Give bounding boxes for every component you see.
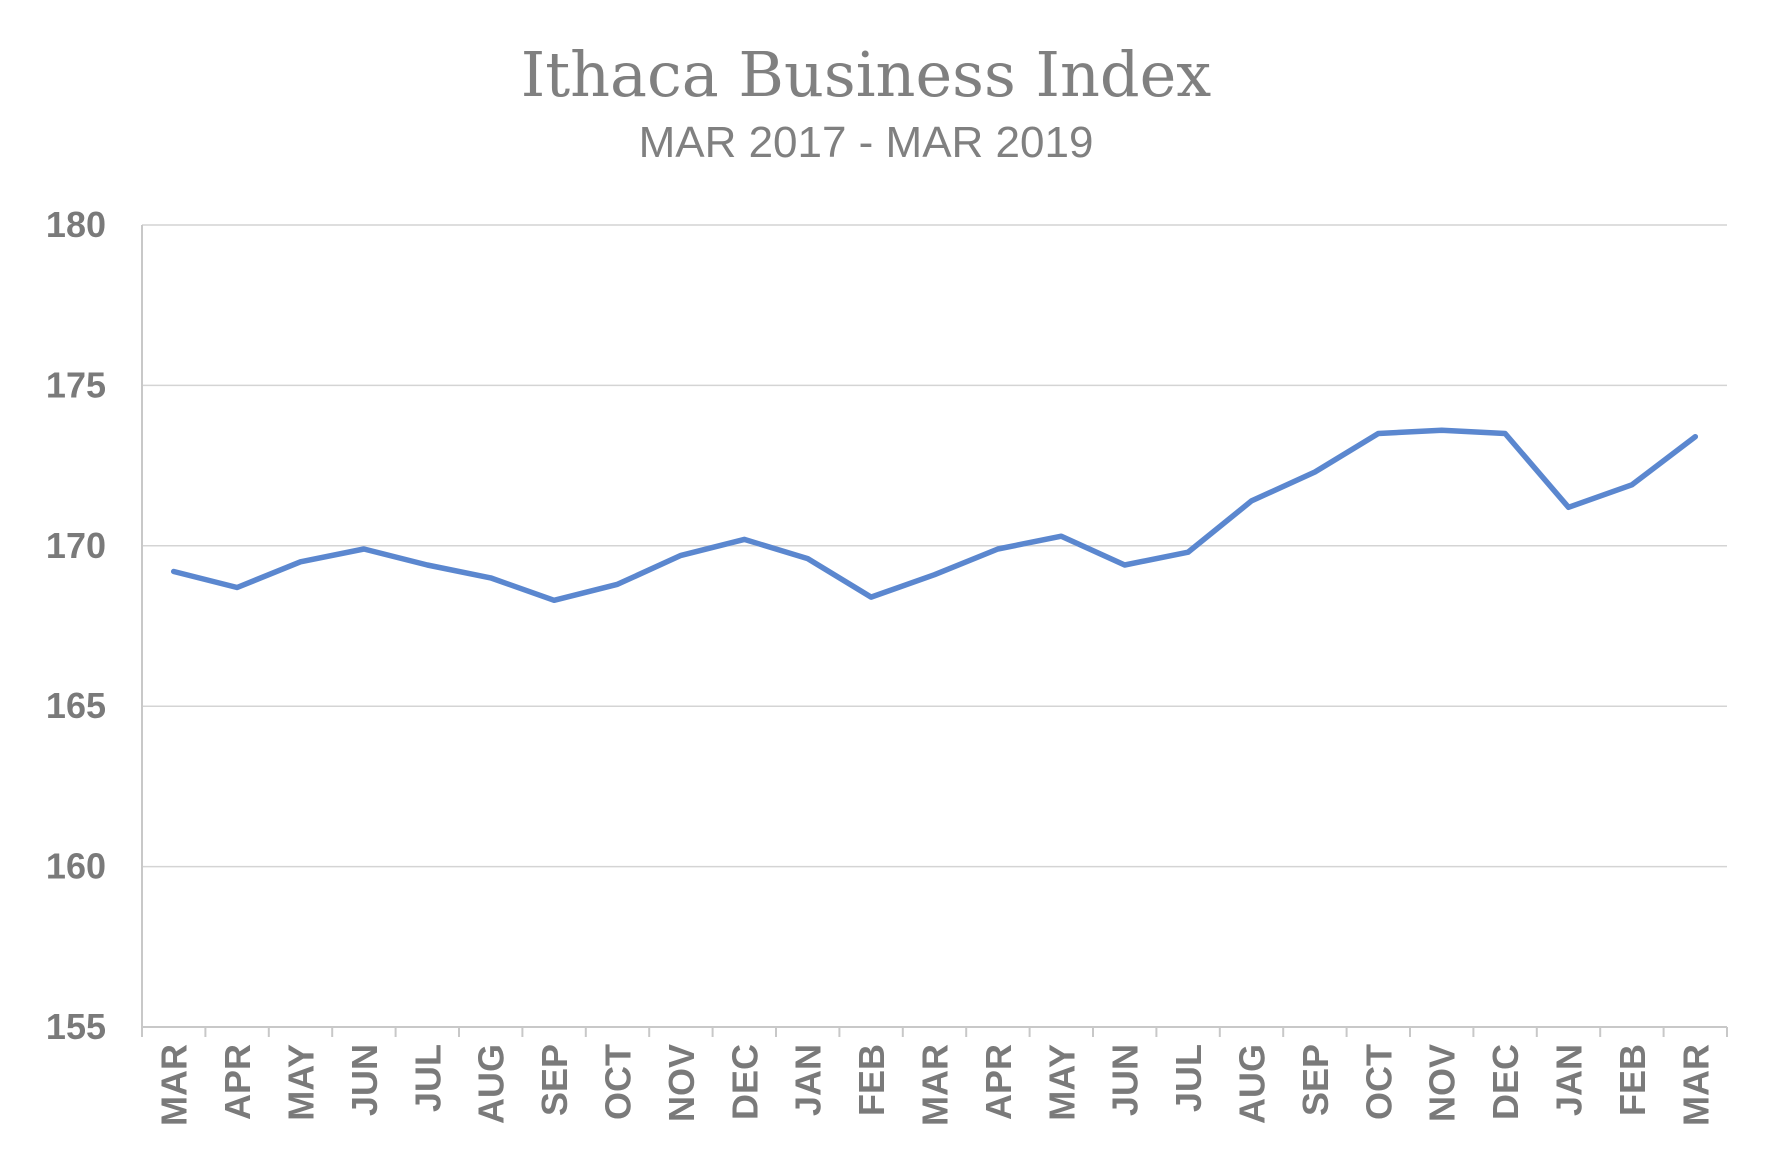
x-tick-label: OCT xyxy=(598,1044,639,1120)
chart-subtitle: MAR 2017 - MAR 2019 xyxy=(639,118,1094,167)
y-tick-label: 155 xyxy=(46,1006,106,1047)
series-lines xyxy=(170,427,1699,604)
x-tick-label: JUN xyxy=(1105,1044,1146,1116)
x-tick-label: DEC xyxy=(1485,1044,1526,1120)
x-tick-label: MAY xyxy=(281,1044,322,1121)
x-tick-label: SEP xyxy=(534,1044,575,1116)
y-tick-label: 160 xyxy=(46,846,106,887)
x-tick-label: APR xyxy=(978,1044,1019,1120)
x-tick-label: NOV xyxy=(1422,1044,1463,1122)
x-tick-label: JAN xyxy=(788,1044,829,1116)
series-line-0 xyxy=(170,427,1699,604)
x-tick-label: MAR xyxy=(915,1044,956,1126)
x-tick-label: JUL xyxy=(1168,1044,1209,1112)
x-tick-label: NOV xyxy=(661,1044,702,1122)
x-tick-label: FEB xyxy=(1612,1044,1653,1116)
x-tick-label: MAR xyxy=(154,1044,195,1126)
gridlines xyxy=(142,224,1727,868)
x-tick-label: AUG xyxy=(471,1044,512,1124)
y-tick-label: 175 xyxy=(46,364,106,405)
x-tick-label: MAR xyxy=(1675,1044,1716,1126)
y-axis-tick-labels: 155 160 165 170 175 180 xyxy=(46,204,106,1047)
x-tick-label: DEC xyxy=(724,1044,765,1120)
y-tick-label: 180 xyxy=(46,204,106,245)
x-tick-label: JUN xyxy=(344,1044,385,1116)
x-tick-label: FEB xyxy=(851,1044,892,1116)
x-tick-label: JAN xyxy=(1549,1044,1590,1116)
x-tick-label: OCT xyxy=(1358,1044,1399,1120)
chart-title: Ithaca Business Index xyxy=(521,38,1212,111)
y-tick-label: 170 xyxy=(46,525,106,566)
axes xyxy=(141,225,1728,1037)
x-tick-label: JUL xyxy=(407,1044,448,1112)
x-tick-label: AUG xyxy=(1232,1044,1273,1124)
x-tick-label: APR xyxy=(217,1044,258,1120)
x-tick-label: SEP xyxy=(1295,1044,1336,1116)
y-tick-label: 165 xyxy=(46,685,106,726)
x-axis-tick-labels: MAR APR MAY JUN JUL AUG SEP OCT NOV DEC JAN FEB MAR A… xyxy=(154,1044,1717,1126)
x-tick-label: MAY xyxy=(1041,1044,1082,1121)
